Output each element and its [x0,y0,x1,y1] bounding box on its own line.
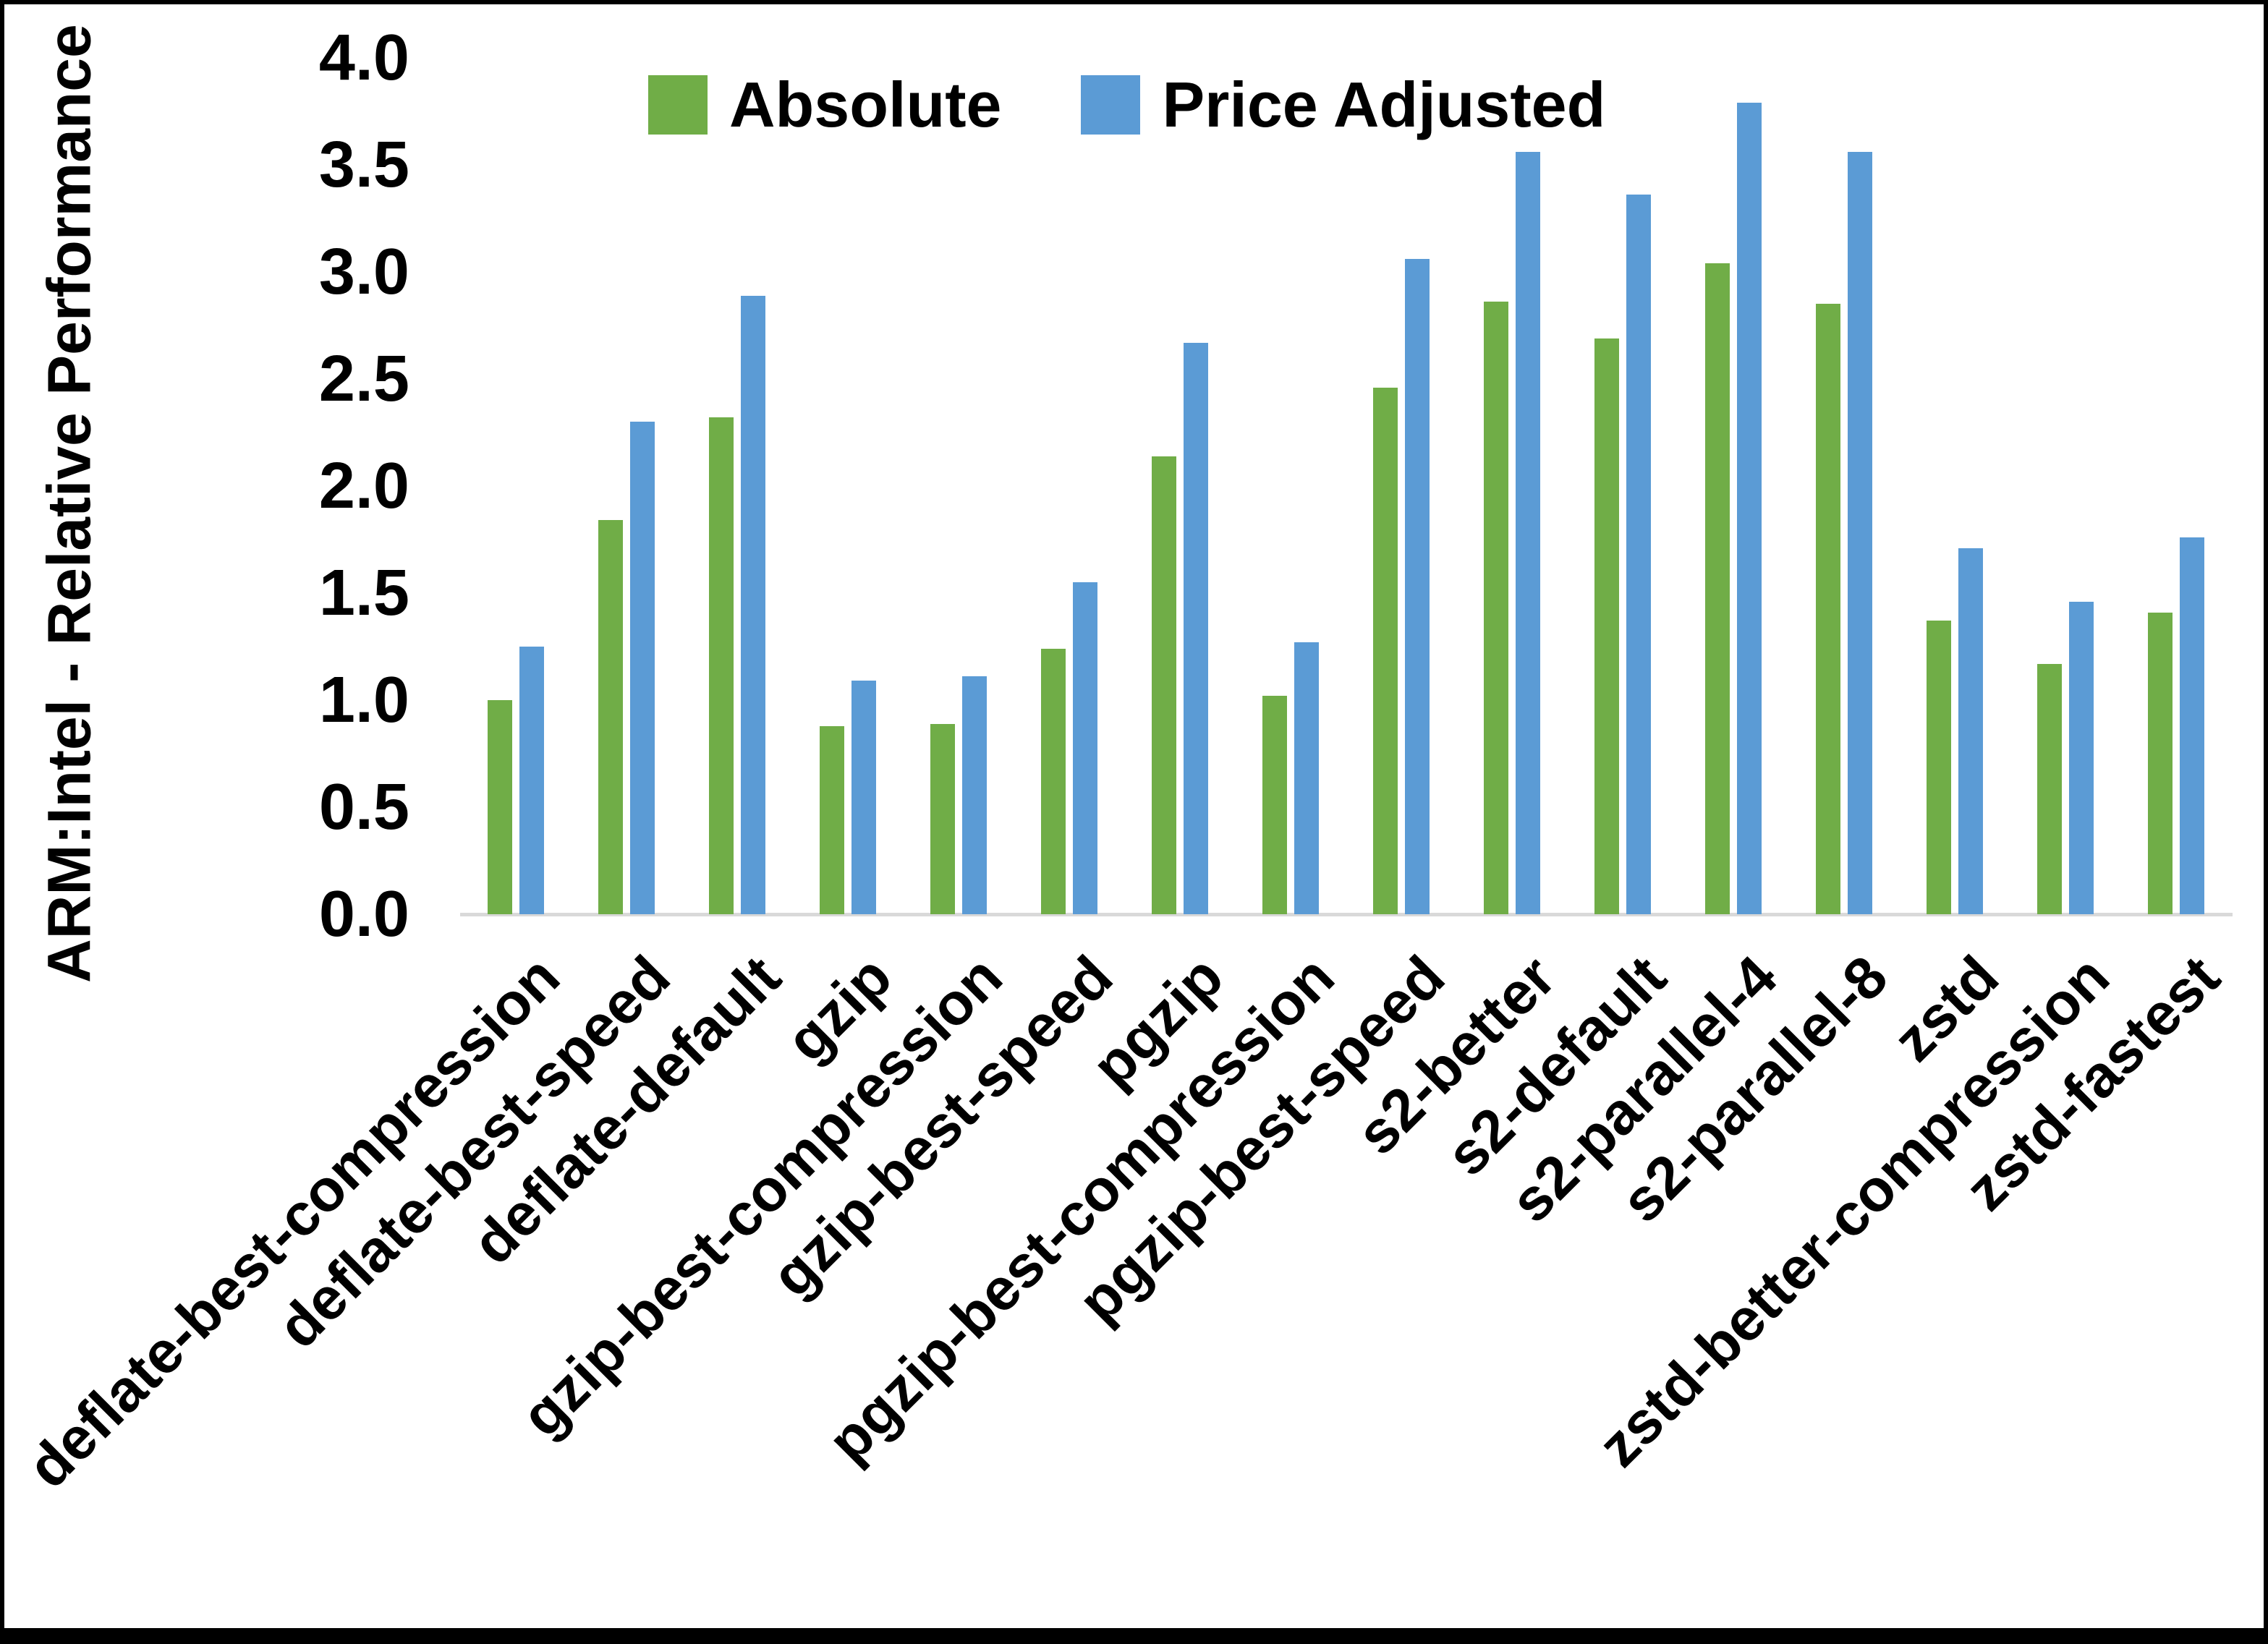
bar-absolute [1704,263,1730,914]
bar-absolute [1926,621,1951,914]
bar-absolute [1815,304,1840,914]
bar-price-adjusted [1072,582,1097,914]
bar-absolute [1151,456,1176,914]
bar-price-adjusted [629,422,655,914]
y-tick-label: 0.5 [318,771,409,843]
bar-absolute [1040,648,1066,914]
bar-absolute [819,725,844,914]
y-tick-label: 1.0 [318,664,409,736]
bar-absolute [1372,387,1398,914]
bar-price-adjusted [740,295,765,914]
bar-absolute [2147,612,2173,914]
bar-price-adjusted [1404,259,1430,914]
y-tick-label: 0.0 [318,878,409,950]
y-tick-label: 3.5 [318,129,409,201]
bar-absolute [1594,338,1619,914]
legend-label-price-adjusted: Price Adjusted [1162,69,1606,140]
y-tick-label: 2.0 [318,450,409,522]
bar-price-adjusted [1736,103,1762,914]
bar-price-adjusted [961,676,987,914]
bar-price-adjusted [519,647,544,914]
bar-absolute [2036,663,2062,914]
bar-price-adjusted [1294,642,1319,914]
bottom-border-bar [4,1628,2264,1640]
bar-absolute [598,520,623,914]
legend-swatch-price-adjusted [1081,75,1141,135]
bar-price-adjusted [1515,152,1540,914]
x-axis-line [460,913,2233,916]
bar-absolute [1483,302,1508,914]
legend-swatch-absolute [648,75,708,135]
y-tick-label: 1.5 [318,557,409,629]
bar-price-adjusted [1847,152,1872,914]
bar-price-adjusted [1958,548,1983,914]
bar-price-adjusted [1183,342,1208,914]
legend-item-price-adjusted: Price Adjusted [1081,68,1605,142]
bar-price-adjusted [2179,537,2204,914]
legend: Absolute Price Adjusted [648,68,1605,142]
legend-item-absolute: Absolute [648,68,1001,142]
bar-absolute [708,417,734,914]
bar-price-adjusted [1626,195,1651,914]
legend-label-absolute: Absolute [729,69,1002,140]
bar-absolute [1262,696,1287,914]
y-axis-title: ARM:Intel - Relative Performance [35,24,103,983]
bar-absolute [930,723,955,914]
bar-price-adjusted [2068,601,2094,914]
y-tick-label: 3.0 [318,236,409,308]
bar-price-adjusted [851,681,876,914]
y-tick-label: 2.5 [318,343,409,415]
bar-absolute [487,700,512,914]
y-tick-label: 4.0 [318,22,409,94]
